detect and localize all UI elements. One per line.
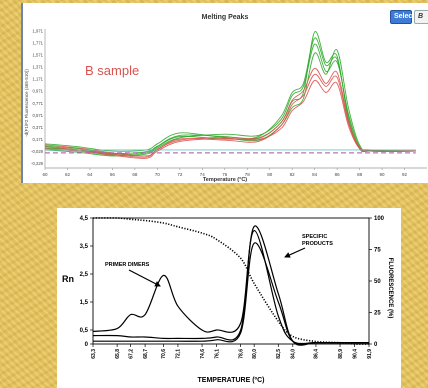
x-tick-label: 68 [132, 172, 138, 177]
y-tick-label: 1,971 [33, 28, 44, 33]
y-tick-label: 1,771 [33, 40, 44, 45]
specific-products-arrow [284, 247, 306, 258]
y-tick-label: 2,5 [80, 272, 89, 278]
x-tick-label: 78,6 [238, 349, 244, 359]
specific-products-label-1: SPECIFIC [302, 234, 327, 240]
x-tick-label: 86 [335, 172, 341, 177]
melt-curve-panel: Rn FLUORESCENCE (%) TEMPERATURE (ºC) PRI… [57, 208, 401, 388]
series-line-2 [44, 43, 416, 157]
x-tick-label: 70 [155, 172, 161, 177]
x-tick-label: 63,3 [91, 349, 97, 359]
y-tick-label: 1,171 [33, 77, 44, 82]
x-tick-label: 67,2 [128, 349, 134, 359]
series-line-6 [44, 79, 416, 159]
y2-tick-label: 50 [374, 279, 381, 285]
y-tick-label: 1,5 [80, 300, 89, 306]
x-tick-label: 78 [245, 172, 251, 177]
x-tick-label: 72 [177, 172, 183, 177]
x-tick-label: 90 [380, 172, 386, 177]
x-tick-label: 62 [65, 172, 71, 177]
b-sample-annotation: B sample [85, 63, 139, 78]
y2-tick-label: 75 [374, 248, 381, 254]
x-tick-label: 80 [267, 172, 273, 177]
y2-axis-label: FLUORESCENCE (%) [387, 258, 393, 319]
y2-tick-label: 25 [374, 311, 381, 317]
x-tick-label: 66 [110, 172, 116, 177]
series-line-3 [93, 242, 369, 346]
x-tick-label: 70,6 [161, 349, 167, 359]
y-tick-label: 0,571 [33, 113, 44, 118]
plot-frame [92, 217, 370, 345]
x-tick-label: 72,1 [176, 349, 182, 359]
series-line-1 [44, 31, 416, 155]
x-tick-label: 82,5 [276, 349, 282, 359]
y-axis-label: -d(F1/F2 Fluorescence (465-510)) [24, 69, 29, 137]
x-tick-label: 82 [290, 172, 296, 177]
x-tick-label: 68,7 [143, 349, 149, 359]
y2-tick-label: 0 [374, 342, 378, 348]
y2-tick-label: 100 [374, 216, 385, 222]
series-line-7 [44, 67, 416, 158]
x-axis-label: Temperature (°C) [203, 177, 247, 183]
y-tick-label: 0,771 [33, 101, 44, 106]
x-tick-label: 90,4 [352, 349, 358, 359]
melting-peaks-chart: Melting Peaks B sample -d(F1/F2 Fluoresc… [24, 14, 427, 183]
x-tick-label: 86,4 [314, 349, 320, 359]
series-line-5 [44, 73, 416, 157]
y-axis-label: Rn [62, 274, 74, 284]
x-tick-label: 76 [222, 172, 228, 177]
y-tick-label: 0,971 [33, 89, 44, 94]
y-tick-label: 1,371 [33, 65, 44, 70]
x-tick-label: 88,9 [338, 349, 344, 359]
y-tick-label: 1,571 [33, 52, 44, 57]
series-line-1 [92, 229, 369, 345]
x-tick-label: 60 [42, 172, 48, 177]
series-line-4 [92, 217, 370, 345]
y-tick-label: 0,171 [33, 137, 44, 142]
melting-peaks-panel: Melting Peaks B sample -d(F1/F2 Fluoresc… [21, 3, 428, 183]
x-tick-label: 64 [87, 172, 93, 177]
x-tick-label: 74 [200, 172, 206, 177]
chart-title: Melting Peaks [202, 14, 249, 21]
x-tick-label: 74,6 [200, 349, 206, 359]
x-tick-label: 84 [312, 172, 318, 177]
y-tick-label: 0 [85, 342, 89, 348]
y-tick-label: 0,5 [80, 328, 89, 334]
secondary-button[interactable]: B [414, 10, 428, 24]
melt-curve-chart: Rn FLUORESCENCE (%) TEMPERATURE (ºC) PRI… [62, 216, 393, 384]
x-tick-label: 76,1 [214, 349, 220, 359]
y-tick-label: -0,029 [31, 149, 44, 154]
x-tick-label: 65,8 [115, 349, 121, 359]
x-tick-label: 92 [402, 172, 408, 177]
x-tick-label: 80,0 [252, 349, 258, 359]
specific-products-label-2: PRODUCTS [302, 241, 333, 247]
primer-dimers-label: PRIMER DIMERS [105, 262, 150, 268]
x-axis-label: TEMPERATURE (ºC) [198, 377, 265, 384]
y-tick-label: -0,229 [31, 161, 44, 166]
select-button[interactable]: Select [390, 10, 415, 24]
y-tick-label: 3,5 [80, 244, 89, 250]
primer-dimers-arrow [128, 269, 161, 287]
x-tick-label: 88 [357, 172, 363, 177]
y-tick-label: 4,5 [80, 216, 89, 222]
y-tick-label: 0,371 [33, 125, 44, 130]
x-tick-label: 84,0 [291, 349, 297, 359]
x-tick-label: 91,9 [367, 349, 373, 359]
